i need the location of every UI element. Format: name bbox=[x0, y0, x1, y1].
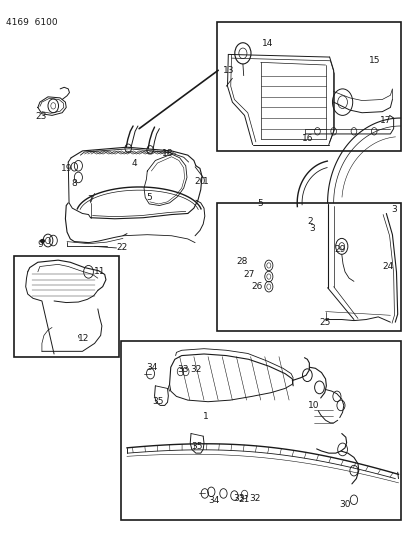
Text: 23: 23 bbox=[36, 112, 47, 122]
Text: 8: 8 bbox=[71, 179, 77, 188]
Text: 14: 14 bbox=[262, 39, 273, 49]
Text: 2: 2 bbox=[307, 217, 313, 226]
Text: 29: 29 bbox=[335, 245, 346, 254]
Text: 11: 11 bbox=[94, 268, 105, 276]
Text: 28: 28 bbox=[236, 257, 248, 266]
Text: 7: 7 bbox=[87, 195, 93, 204]
Text: 13: 13 bbox=[224, 66, 235, 75]
Text: 32: 32 bbox=[249, 494, 261, 503]
Text: 33: 33 bbox=[177, 366, 189, 374]
Text: 26: 26 bbox=[252, 282, 263, 291]
Text: 33: 33 bbox=[233, 494, 245, 503]
Text: 24: 24 bbox=[382, 262, 394, 271]
Text: 34: 34 bbox=[146, 363, 158, 372]
Bar bbox=[14, 256, 119, 357]
Text: 10: 10 bbox=[308, 401, 319, 410]
Text: 34: 34 bbox=[208, 496, 220, 505]
Text: 27: 27 bbox=[244, 270, 255, 279]
Text: 9: 9 bbox=[37, 240, 43, 249]
Text: 20: 20 bbox=[194, 177, 205, 186]
Text: 32: 32 bbox=[190, 366, 201, 374]
Text: 22: 22 bbox=[116, 244, 128, 253]
Text: 21: 21 bbox=[238, 495, 249, 504]
Text: 16: 16 bbox=[302, 134, 314, 143]
Bar bbox=[121, 341, 401, 520]
Text: 35: 35 bbox=[152, 397, 164, 406]
Text: 4: 4 bbox=[132, 159, 137, 167]
Bar bbox=[217, 203, 401, 331]
Text: 5: 5 bbox=[257, 199, 263, 208]
Text: 15: 15 bbox=[369, 56, 381, 65]
Text: 18: 18 bbox=[162, 149, 174, 158]
Text: 5: 5 bbox=[146, 192, 152, 201]
Text: 19: 19 bbox=[61, 164, 73, 173]
Text: 1: 1 bbox=[203, 411, 209, 421]
Text: 4169  6100: 4169 6100 bbox=[6, 18, 58, 27]
Text: 30: 30 bbox=[340, 499, 351, 508]
Text: 35: 35 bbox=[191, 442, 202, 451]
Text: 3: 3 bbox=[392, 205, 397, 214]
Text: 17: 17 bbox=[380, 116, 392, 125]
Bar bbox=[217, 21, 401, 151]
Text: 25: 25 bbox=[319, 318, 331, 327]
Text: 12: 12 bbox=[78, 334, 90, 343]
Text: 3: 3 bbox=[309, 224, 315, 233]
Text: 1: 1 bbox=[203, 177, 209, 186]
